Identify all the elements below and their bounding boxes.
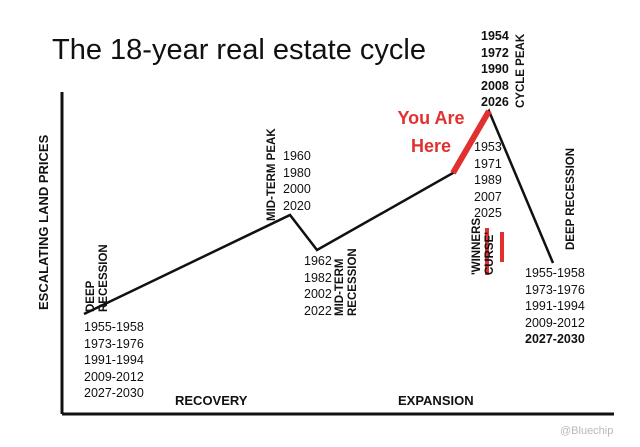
year: 2020 — [283, 198, 311, 213]
year: 2002 — [304, 287, 332, 301]
winners-curse-label-line-1: 'WINNERS — [471, 217, 483, 275]
year: 1982 — [304, 270, 332, 285]
mid-term-recession-label-line-1: MID-TERM — [334, 258, 346, 317]
deep-recession-start-label-line-2: RECESSION — [98, 244, 110, 312]
cycle-peak-label-text: CYCLE PEAK — [515, 33, 527, 108]
year: 2007 — [474, 189, 502, 204]
mid-term-recession-years: 1962 1982 2002 2022 — [304, 253, 332, 319]
deep-recession-end-years: 1955-1958 1973-1976 1991-1994 2009-2012 … — [525, 265, 585, 348]
cycle-line — [83, 108, 555, 316]
page-title: The 18-year real estate cycle — [52, 34, 426, 66]
year: 1962 — [304, 254, 332, 268]
year: 1980 — [283, 165, 311, 180]
winners-curse-label-line-2: CURSE' — [484, 232, 496, 275]
year: 2022 — [304, 303, 332, 318]
you-are-here-line-1: You Are — [397, 108, 465, 128]
year: 1971 — [474, 156, 502, 171]
winners-curse-years: 1953 1971 1989 2007 2025 — [474, 139, 502, 222]
you-are-here-highlight — [450, 109, 492, 175]
year-range: 2009-2012 — [84, 369, 144, 384]
year-range: 1973-1976 — [525, 282, 585, 297]
year-range: 1973-1976 — [84, 336, 144, 351]
you-are-here-line-2: Here — [410, 136, 452, 156]
phase-expansion: EXPANSION — [398, 393, 474, 408]
y-axis-label: ESCALATING LAND PRICES — [36, 134, 51, 310]
year-range: 1955-1958 — [84, 320, 144, 334]
cycle-peak-label: CYCLE PEAK — [515, 34, 528, 108]
mid-term-peak-label: MID-TERM PEAK — [266, 128, 279, 221]
mid-term-recession-label: MID-TERM RECESSION — [334, 248, 360, 316]
year-range: 2027-2030 — [525, 332, 585, 346]
deep-recession-start-label-line-1: DEEP — [85, 280, 97, 312]
year-range: 2027-2030 — [84, 386, 144, 400]
year: 2000 — [283, 182, 311, 196]
deep-recession-start-years: 1955-1958 1973-1976 1991-1994 2009-2012 … — [84, 319, 144, 402]
deep-recession-end-label: DEEP RECESSION — [565, 148, 578, 250]
phase-recovery: RECOVERY — [175, 393, 248, 408]
mid-term-peak-label-text: MID-TERM PEAK — [266, 128, 278, 221]
year: 1972 — [481, 45, 509, 60]
mid-term-recession-label-line-2: RECESSION — [347, 248, 359, 316]
year: 1953 — [474, 140, 502, 154]
year: 2025 — [474, 206, 502, 220]
year-range: 1991-1994 — [525, 299, 585, 313]
year-range: 1955-1958 — [525, 266, 585, 280]
year-range: 1991-1994 — [84, 353, 144, 367]
year: 2026 — [481, 95, 509, 109]
mid-term-peak-years: 1960 1980 2000 2020 — [283, 148, 311, 214]
year: 1990 — [481, 62, 509, 76]
year-range: 2009-2012 — [525, 315, 585, 330]
year: 1960 — [283, 149, 311, 163]
you-are-here-label: You Are Here — [390, 104, 472, 160]
year: 1989 — [474, 173, 502, 187]
cycle-peak-years: 1954 1972 1990 2008 2026 — [481, 28, 509, 111]
watermark: @Bluechip — [560, 425, 614, 437]
year: 2008 — [481, 78, 509, 93]
year: 1954 — [481, 29, 509, 43]
winners-curse-label: 'WINNERS CURSE' — [471, 218, 497, 275]
deep-recession-start-label: DEEP RECESSION — [85, 244, 111, 312]
deep-recession-end-label-text: DEEP RECESSION — [565, 147, 577, 250]
